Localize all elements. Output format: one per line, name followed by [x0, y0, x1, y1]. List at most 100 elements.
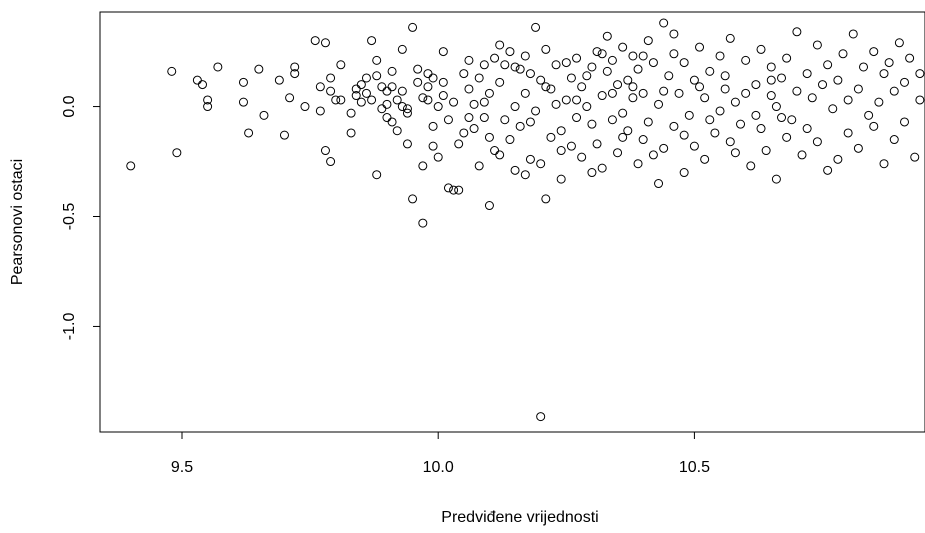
- data-point: [613, 148, 623, 158]
- data-point: [474, 161, 484, 171]
- data-point: [515, 121, 525, 131]
- data-point: [479, 113, 489, 123]
- x-tick-label: 10.5: [679, 459, 710, 476]
- data-point: [607, 88, 617, 98]
- data-point: [367, 95, 377, 105]
- data-point: [695, 82, 705, 92]
- x-tick-label: 9.5: [171, 459, 193, 476]
- data-point: [167, 66, 177, 76]
- data-point: [710, 128, 720, 138]
- data-point: [715, 51, 725, 61]
- data-point: [859, 62, 869, 72]
- data-point: [792, 27, 802, 37]
- data-point: [484, 201, 494, 211]
- data-point: [346, 108, 356, 118]
- data-point: [290, 69, 300, 79]
- data-point: [536, 75, 546, 85]
- data-point: [587, 119, 597, 129]
- data-point: [541, 82, 551, 92]
- data-point: [689, 75, 699, 85]
- data-point: [879, 159, 889, 169]
- data-point: [525, 69, 535, 79]
- data-point: [679, 58, 689, 68]
- data-point: [771, 174, 781, 184]
- data-point: [628, 93, 638, 103]
- data-point: [643, 36, 653, 46]
- data-point: [756, 44, 766, 54]
- data-point: [654, 179, 664, 189]
- data-point: [510, 102, 520, 112]
- data-point: [259, 110, 269, 120]
- data-point: [889, 135, 899, 145]
- data-point: [274, 75, 284, 85]
- data-point: [367, 36, 377, 46]
- data-point: [525, 117, 535, 127]
- data-point: [484, 132, 494, 142]
- data-points: [126, 18, 925, 422]
- data-point: [695, 42, 705, 52]
- data-point: [556, 174, 566, 184]
- data-point: [577, 152, 587, 162]
- data-point: [669, 29, 679, 39]
- data-point: [618, 108, 628, 118]
- data-point: [546, 84, 556, 94]
- data-point: [556, 126, 566, 136]
- data-point: [797, 150, 807, 160]
- data-point: [520, 170, 530, 180]
- data-point: [372, 170, 382, 180]
- data-point: [597, 163, 607, 173]
- data-point: [618, 132, 628, 142]
- plot-frame: [99, 11, 925, 433]
- data-point: [766, 91, 776, 101]
- data-point: [172, 148, 182, 158]
- data-point: [572, 95, 582, 105]
- data-point: [720, 84, 730, 94]
- data-point: [500, 60, 510, 70]
- data-point: [659, 143, 669, 153]
- data-point: [479, 60, 489, 70]
- data-point: [572, 53, 582, 63]
- data-point: [408, 194, 418, 204]
- y-tick-label: -0.5: [61, 203, 78, 231]
- data-point: [730, 148, 740, 158]
- data-point: [464, 113, 474, 123]
- data-point: [413, 64, 423, 74]
- data-point: [638, 135, 648, 145]
- data-point: [597, 91, 607, 101]
- data-point: [238, 97, 248, 107]
- data-point: [628, 51, 638, 61]
- data-point: [402, 108, 412, 118]
- data-point: [408, 22, 418, 32]
- data-point: [679, 130, 689, 140]
- data-point: [869, 47, 879, 57]
- data-point: [802, 69, 812, 79]
- data-point: [433, 102, 443, 112]
- data-point: [356, 97, 366, 107]
- data-point: [623, 75, 633, 85]
- data-point: [377, 104, 387, 114]
- data-point: [884, 58, 894, 68]
- data-point: [402, 104, 412, 114]
- data-point: [638, 51, 648, 61]
- data-point: [551, 60, 561, 70]
- y-tick-label: 0.0: [61, 95, 78, 117]
- data-point: [290, 62, 300, 72]
- data-point: [823, 165, 833, 175]
- data-point: [418, 161, 428, 171]
- data-point: [730, 97, 740, 107]
- data-point: [213, 62, 223, 72]
- data-point: [566, 141, 576, 151]
- data-point: [766, 75, 776, 85]
- data-point: [397, 102, 407, 112]
- data-point: [495, 77, 505, 87]
- data-point: [423, 95, 433, 105]
- data-point: [203, 95, 213, 105]
- data-point: [915, 95, 925, 105]
- data-point: [541, 194, 551, 204]
- data-point: [423, 69, 433, 79]
- data-point: [894, 38, 904, 48]
- data-point: [587, 62, 597, 72]
- data-point: [459, 69, 469, 79]
- data-point: [633, 159, 643, 169]
- data-point: [782, 53, 792, 63]
